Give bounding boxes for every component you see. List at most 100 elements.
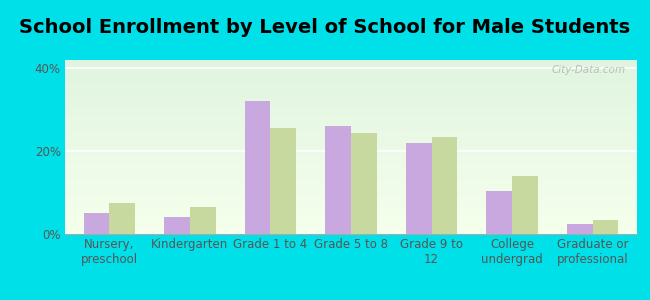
Bar [65,114,637,116]
Bar [65,95,637,97]
Bar [65,224,637,225]
Bar [65,206,637,208]
Bar [65,119,637,121]
Bar [65,91,637,93]
Bar [65,145,637,147]
Bar [65,112,637,114]
Bar [65,215,637,217]
Bar [164,218,190,234]
Bar [244,101,270,234]
Bar [351,133,377,234]
Bar [65,163,637,164]
Bar [65,147,637,149]
Text: School Enrollment by Level of School for Male Students: School Enrollment by Level of School for… [20,18,630,37]
Bar [65,227,637,229]
Bar [65,225,637,227]
Bar [65,136,637,138]
Bar [65,126,637,128]
Bar [65,131,637,133]
Bar [65,69,637,70]
Bar [65,117,637,119]
Bar [65,169,637,171]
Bar [65,138,637,140]
Bar [65,64,637,65]
Bar [65,105,637,107]
Bar [65,217,637,218]
Bar [65,208,637,210]
Bar [512,176,538,234]
Bar [65,184,637,185]
Bar [65,93,637,95]
Bar [593,220,618,234]
Bar [65,173,637,175]
Bar [65,60,637,62]
Bar [65,204,637,206]
Bar [65,103,637,105]
Bar [65,90,637,91]
Bar [65,158,637,159]
Bar [190,207,216,234]
Bar [65,72,637,74]
Bar [65,218,637,220]
Bar [65,81,637,82]
Bar [65,82,637,84]
Bar [65,109,637,110]
Bar [65,140,637,142]
Bar [325,126,351,234]
Bar [65,196,637,197]
Bar [65,77,637,79]
Bar [65,70,637,72]
Bar [65,159,637,161]
Bar [65,152,637,154]
Bar [65,123,637,124]
Bar [65,98,637,100]
Bar [486,190,512,234]
Bar [65,168,637,170]
Bar [84,213,109,234]
Bar [65,212,637,213]
Bar [65,199,637,201]
Bar [65,189,637,190]
Bar [65,164,637,166]
Bar [65,97,637,98]
Bar [65,74,637,76]
Bar [65,130,637,131]
Bar [65,149,637,151]
Bar [65,100,637,102]
Bar [65,121,637,123]
Bar [109,203,135,234]
Bar [65,178,637,180]
Bar [65,180,637,182]
Bar [65,116,637,117]
Bar [65,151,637,152]
Bar [65,110,637,112]
Bar [65,142,637,143]
Text: City-Data.com: City-Data.com [551,65,625,75]
Bar [406,143,432,234]
Bar [65,143,637,145]
Bar [65,161,637,163]
Bar [65,175,637,177]
Bar [65,156,637,158]
Bar [65,76,637,77]
Bar [65,187,637,189]
Bar [65,222,637,224]
Bar [65,62,637,64]
Bar [65,88,637,90]
Bar [65,192,637,194]
Bar [65,124,637,126]
Bar [65,177,637,178]
Bar [65,210,637,212]
Bar [65,203,637,204]
Bar [270,128,296,234]
Bar [432,136,458,234]
Bar [65,65,637,67]
Bar [65,135,637,137]
Bar [65,213,637,215]
Bar [65,194,637,196]
Bar [65,182,637,184]
Bar [65,86,637,88]
Bar [65,107,637,109]
Bar [65,230,637,232]
Bar [65,220,637,222]
